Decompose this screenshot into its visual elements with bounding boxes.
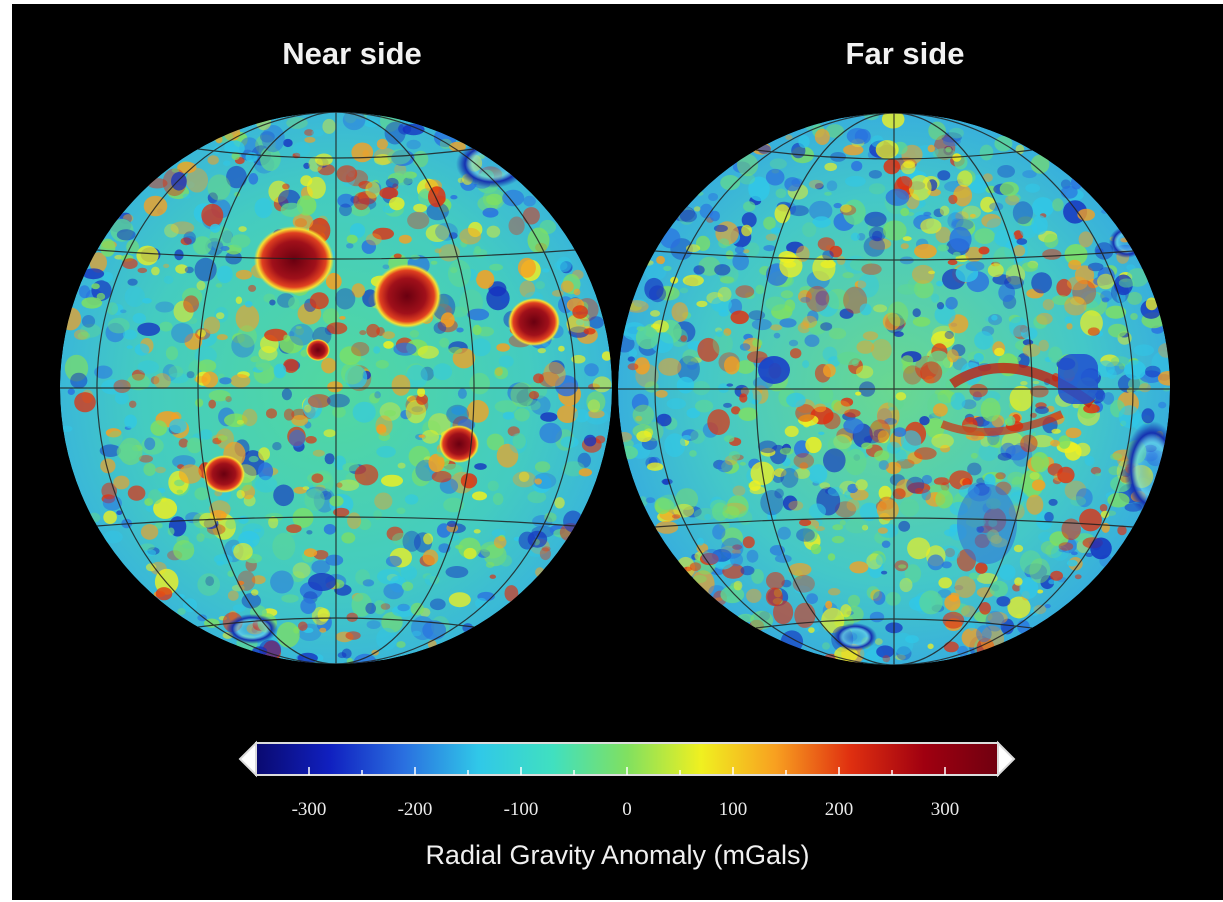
basin-ring xyxy=(456,140,528,188)
near-side-title: Near side xyxy=(282,36,422,71)
mascon-serenitatis xyxy=(373,264,441,328)
colorbar-tick-label: -100 xyxy=(503,799,539,820)
near-side-globe xyxy=(60,112,612,664)
colorbar-title: Radial Gravity Anomaly (mGals) xyxy=(425,840,810,870)
colorbar xyxy=(238,740,1016,778)
colorbar-tick-label: 100 xyxy=(718,799,748,820)
colorbar-tick-label: 200 xyxy=(824,799,854,820)
figure-frame: Near side Far side xyxy=(12,4,1223,900)
far-side-title: Far side xyxy=(845,36,965,71)
basin-ring xyxy=(226,614,278,644)
colorbar-tick-label: 0 xyxy=(622,799,632,820)
colorbar-left-arrow-icon xyxy=(238,740,257,778)
mascon-humorum xyxy=(203,455,245,493)
colorbar-tick-label: -300 xyxy=(291,799,327,820)
mascon-imbrium xyxy=(254,226,334,294)
colorbar-tick-label: 300 xyxy=(930,799,960,820)
mascon-small xyxy=(306,339,330,361)
colorbar-tick-label: -200 xyxy=(397,799,433,820)
mascon-crisium xyxy=(508,298,560,346)
far-side-globe xyxy=(618,113,1170,665)
colorbar-right-arrow-icon xyxy=(997,740,1016,778)
negative-anomaly xyxy=(308,573,336,591)
globe-maps xyxy=(60,112,1170,778)
mascon-nectaris xyxy=(439,425,479,463)
